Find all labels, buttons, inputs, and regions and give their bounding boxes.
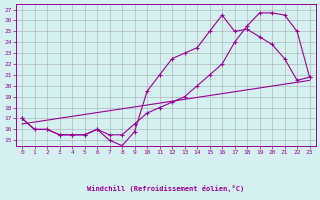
X-axis label: Windchill (Refroidissement éolien,°C): Windchill (Refroidissement éolien,°C) bbox=[87, 185, 244, 192]
